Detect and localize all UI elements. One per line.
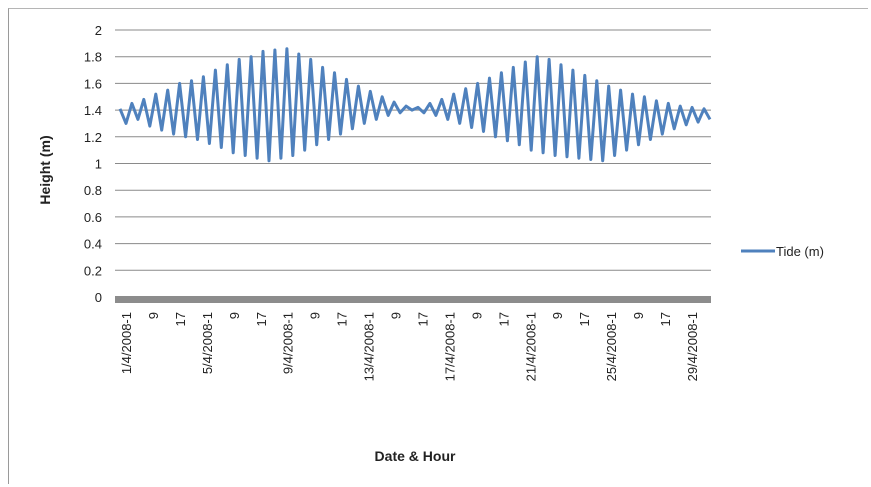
- x-tick-label: 9: [631, 312, 646, 319]
- x-tick-label: 21/4/2008-1: [523, 312, 538, 381]
- y-tick-label: 0.2: [84, 263, 102, 278]
- x-tick-label: 9: [146, 312, 161, 319]
- x-tick-label: 9: [469, 312, 484, 319]
- series-line-tide: [118, 47, 712, 163]
- x-tick-label: 17: [416, 312, 431, 326]
- x-tick-label: 9/4/2008-1: [281, 312, 296, 374]
- chart-frame: [8, 8, 868, 484]
- x-tick-label: 9: [550, 312, 565, 319]
- x-axis-bar: [115, 296, 711, 303]
- y-tick-labels: 0 0.2 0.4 0.6 0.8 1 1.2 1.4 1.6 1.8 2: [84, 23, 102, 305]
- x-tick-label: 1/4/2008-1: [119, 312, 134, 374]
- x-tick-label: 5/4/2008-1: [200, 312, 215, 374]
- y-tick-label: 0: [95, 290, 102, 305]
- x-tick-label: 25/4/2008-1: [604, 312, 619, 381]
- x-tick-label: 17: [254, 312, 269, 326]
- y-tick-label: 1: [95, 157, 102, 172]
- y-tick-label: 0.8: [84, 183, 102, 198]
- x-tick-label: 17: [173, 312, 188, 326]
- y-tick-label: 2: [95, 23, 102, 38]
- x-tick-label: 17: [658, 312, 673, 326]
- x-tick-label: 17: [496, 312, 511, 326]
- y-tick-label: 1.4: [84, 103, 102, 118]
- y-tick-label: 1.2: [84, 130, 102, 145]
- x-tick-label: 17: [577, 312, 592, 326]
- x-tick-label: 13/4/2008-1: [362, 312, 377, 381]
- y-tick-label: 0.6: [84, 210, 102, 225]
- y-tick-label: 1.6: [84, 76, 102, 91]
- x-tick-label: 9: [308, 312, 323, 319]
- x-tick-label: 9: [389, 312, 404, 319]
- gridlines: [115, 29, 711, 271]
- x-tick-label: 9: [227, 312, 242, 319]
- x-axis-label: Date & Hour: [375, 448, 456, 464]
- y-tick-label: 1.8: [84, 50, 102, 65]
- y-axis-label: Height (m): [37, 135, 53, 204]
- x-tick-labels: 1/4/2008-1 9 17 5/4/2008-1 9 17 9/4/2008-1 9 17 1…: [119, 312, 700, 381]
- y-tick-label: 0.4: [84, 237, 102, 252]
- x-tick-label: 29/4/2008-1: [685, 312, 700, 381]
- x-tick-label: 17: [335, 312, 350, 326]
- legend-label: Tide (m): [776, 244, 824, 259]
- x-tick-label: 17/4/2008-1: [442, 312, 457, 381]
